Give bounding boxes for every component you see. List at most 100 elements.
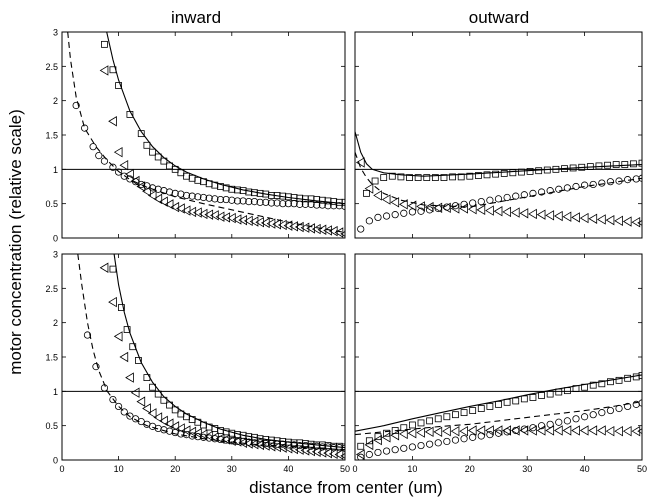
triangle-marker-top-right (433, 202, 443, 213)
triangle-marker-bottom-left (159, 415, 168, 427)
triangle-marker-top-right (381, 194, 391, 205)
triangle-marker-bottom-right (545, 425, 555, 436)
circle-marker-bottom-left (115, 402, 123, 411)
square-marker-bottom-right (400, 424, 408, 432)
square-marker-top-left (154, 153, 162, 161)
triangle-marker-top-left (130, 175, 140, 187)
triangle-marker-top-left (147, 190, 157, 201)
square-marker-top-right (388, 172, 396, 180)
circle-marker-top-left (89, 143, 97, 151)
triangle-marker-top-right (553, 210, 563, 222)
x-tick-label-bottom-right: 30 (522, 464, 532, 474)
triangle-marker-bottom-right (614, 425, 623, 437)
triangle-marker-top-right (528, 208, 537, 220)
circle-marker-bottom-right (451, 436, 460, 444)
square-marker-bottom-left (109, 265, 117, 273)
square-marker-bottom-right (563, 387, 571, 395)
circle-marker-top-left (194, 193, 202, 201)
y-tick-label-top-left: 2.5 (45, 62, 58, 72)
plot-area-bottom-right (355, 372, 642, 460)
square-marker-top-right (604, 161, 611, 169)
circle-marker-bottom-right (606, 406, 615, 415)
column-title-inward: inward (171, 8, 221, 27)
circle-marker-bottom-right (580, 413, 589, 421)
circle-marker-top-right (563, 184, 571, 192)
circle-marker-bottom-left (131, 415, 140, 423)
circle-marker-bottom-right (555, 418, 563, 426)
square-marker-top-right (363, 189, 370, 197)
triangle-marker-bottom-right (476, 425, 486, 436)
circle-marker-top-left (284, 200, 292, 208)
square-marker-top-right (595, 162, 603, 170)
square-marker-bottom-left (154, 390, 162, 398)
square-marker-bottom-left (135, 357, 142, 364)
triangle-marker-top-right (450, 203, 460, 214)
triangle-marker-top-right (605, 214, 615, 226)
square-marker-top-left (166, 162, 173, 170)
triangle-marker-bottom-right (433, 426, 443, 438)
circle-marker-bottom-right (632, 400, 640, 408)
circle-marker-top-left (239, 197, 247, 205)
square-marker-top-right (397, 173, 405, 181)
circle-marker-bottom-right (469, 433, 477, 441)
triangle-marker-top-left (153, 193, 163, 205)
square-marker-bottom-left (166, 401, 173, 409)
square-marker-top-right (457, 173, 465, 181)
x-tick-label-bottom-left: 50 (340, 464, 350, 474)
square-marker-top-right (621, 161, 629, 168)
triangle-marker-bottom-right (510, 425, 520, 436)
circle-marker-top-right (598, 179, 606, 187)
circle-marker-bottom-left (137, 417, 145, 426)
circle-marker-bottom-right (417, 441, 425, 450)
panel-frame-top-left (61, 31, 346, 239)
triangle-marker-top-right (588, 213, 598, 224)
square-marker-top-right (466, 172, 474, 180)
square-marker-bottom-right (503, 398, 511, 406)
triangle-marker-bottom-left (153, 412, 163, 423)
square-marker-top-right (414, 174, 422, 181)
square-marker-top-right (509, 169, 517, 177)
panel-frame-bottom-left (61, 253, 346, 461)
square-marker-top-right (475, 172, 482, 179)
square-marker-bottom-left (129, 343, 137, 351)
circle-marker-top-left (199, 193, 208, 202)
circle-marker-top-left (115, 168, 123, 176)
triangle-marker-bottom-right (588, 425, 598, 436)
square-marker-top-right (578, 163, 586, 171)
square-marker-bottom-right (607, 378, 614, 386)
y-axis-label: motor concentration (relative scale) (6, 109, 25, 375)
circle-marker-top-left (262, 198, 270, 206)
triangle-marker-top-right (467, 203, 477, 215)
square-marker-top-left (109, 66, 117, 74)
square-marker-bottom-right (469, 407, 477, 414)
square-marker-bottom-left (149, 383, 156, 391)
square-marker-bottom-right (477, 405, 485, 412)
triangle-marker-top-left (164, 199, 174, 210)
circle-marker-top-left (154, 185, 162, 193)
circle-marker-top-right (589, 180, 597, 189)
circle-marker-top-right (580, 181, 589, 189)
triangle-marker-bottom-left (147, 408, 157, 419)
square-marker-bottom-right (495, 400, 502, 408)
triangle-marker-top-right (493, 206, 503, 217)
triangle-marker-top-left (125, 168, 134, 180)
square-marker-top-left (160, 157, 168, 165)
triangle-marker-bottom-left (164, 418, 174, 429)
square-marker-top-right (638, 159, 642, 167)
triangle-marker-bottom-left (113, 331, 123, 342)
circle-marker-top-left (313, 201, 321, 209)
circle-marker-top-right (469, 199, 477, 207)
circle-marker-top-left (267, 199, 276, 207)
circle-marker-top-left (273, 199, 281, 207)
circle-marker-top-left (216, 195, 225, 204)
circle-marker-top-left (279, 200, 287, 208)
square-marker-top-right (380, 174, 388, 181)
triangle-marker-bottom-right (390, 430, 400, 441)
circle-marker-bottom-right (477, 432, 485, 440)
x-tick-label-bottom-right: 10 (407, 464, 417, 474)
triangle-marker-bottom-right (519, 425, 529, 436)
square-marker-bottom-right (434, 415, 442, 423)
triangle-marker-bottom-right (605, 425, 615, 437)
triangle-marker-top-right (399, 199, 408, 210)
panel-bottom-left: 0 10 20 30 40 50 0 0.5 1 1.5 2 2.5 3 (45, 250, 350, 475)
